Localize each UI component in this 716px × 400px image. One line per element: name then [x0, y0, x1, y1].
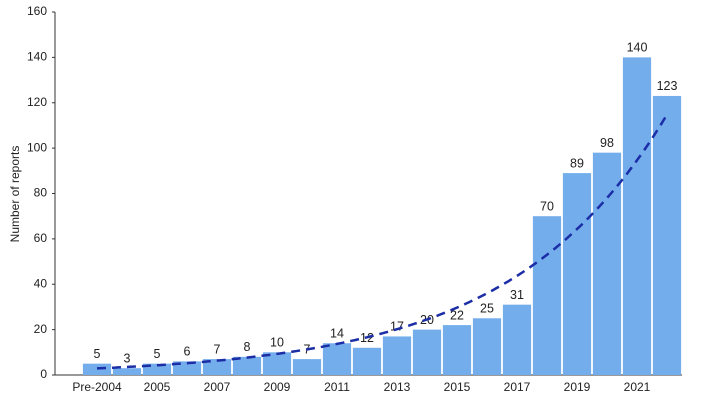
value-label: 70: [540, 199, 554, 213]
x-tick-label: 2007: [204, 380, 231, 394]
bar: [322, 343, 352, 375]
bar: [652, 95, 682, 375]
bar: [382, 336, 412, 375]
bar: [532, 216, 562, 375]
bar: [262, 352, 292, 375]
y-tick-label: 80: [34, 186, 48, 200]
bar: [82, 363, 112, 375]
x-tick-label: 2005: [144, 380, 171, 394]
bar: [352, 347, 382, 375]
value-label: 8: [244, 340, 251, 354]
bar: [292, 359, 322, 375]
bar: [592, 152, 622, 375]
value-label: 89: [570, 156, 584, 170]
y-tick-label: 20: [34, 322, 48, 336]
bar: [442, 325, 472, 375]
value-label: 7: [214, 342, 221, 356]
value-label: 140: [627, 41, 648, 55]
x-tick-label: 2019: [564, 380, 591, 394]
y-tick-label: 140: [27, 50, 47, 64]
value-label: 14: [330, 327, 344, 341]
bar: [112, 368, 142, 375]
y-tick-label: 60: [34, 231, 48, 245]
y-tick-label: 40: [34, 276, 48, 290]
x-tick-label: 2021: [624, 380, 651, 394]
x-tick-label: 2013: [384, 380, 411, 394]
value-label: 25: [480, 302, 494, 316]
bar: [622, 57, 652, 375]
y-tick-label: 120: [27, 95, 47, 109]
y-tick-label: 160: [27, 4, 47, 18]
x-tick-label: 2015: [444, 380, 471, 394]
bar: [232, 356, 262, 375]
x-tick-label: Pre-2004: [72, 380, 122, 394]
y-axis-title: Number of reports: [8, 146, 22, 243]
y-tick-label: 100: [27, 140, 47, 154]
value-label: 10: [270, 336, 284, 350]
x-tick-label: 2009: [264, 380, 291, 394]
value-label: 3: [124, 351, 131, 365]
value-label: 98: [600, 136, 614, 150]
y-tick-label: 0: [40, 367, 47, 381]
value-label: 6: [184, 345, 191, 359]
bar: [412, 329, 442, 375]
bar: [142, 363, 172, 375]
value-label: 5: [154, 347, 161, 361]
bar: [562, 173, 592, 375]
bar: [202, 359, 232, 375]
bar: [502, 304, 532, 375]
value-label: 17: [390, 320, 404, 334]
value-label: 123: [657, 79, 678, 93]
x-tick-label: 2017: [504, 380, 531, 394]
trendline: [96, 113, 669, 370]
value-label: 5: [94, 347, 101, 361]
x-tick-label: 2011: [324, 380, 350, 394]
value-label: 31: [510, 288, 524, 302]
bar: [472, 318, 502, 375]
value-label: 22: [450, 308, 464, 322]
